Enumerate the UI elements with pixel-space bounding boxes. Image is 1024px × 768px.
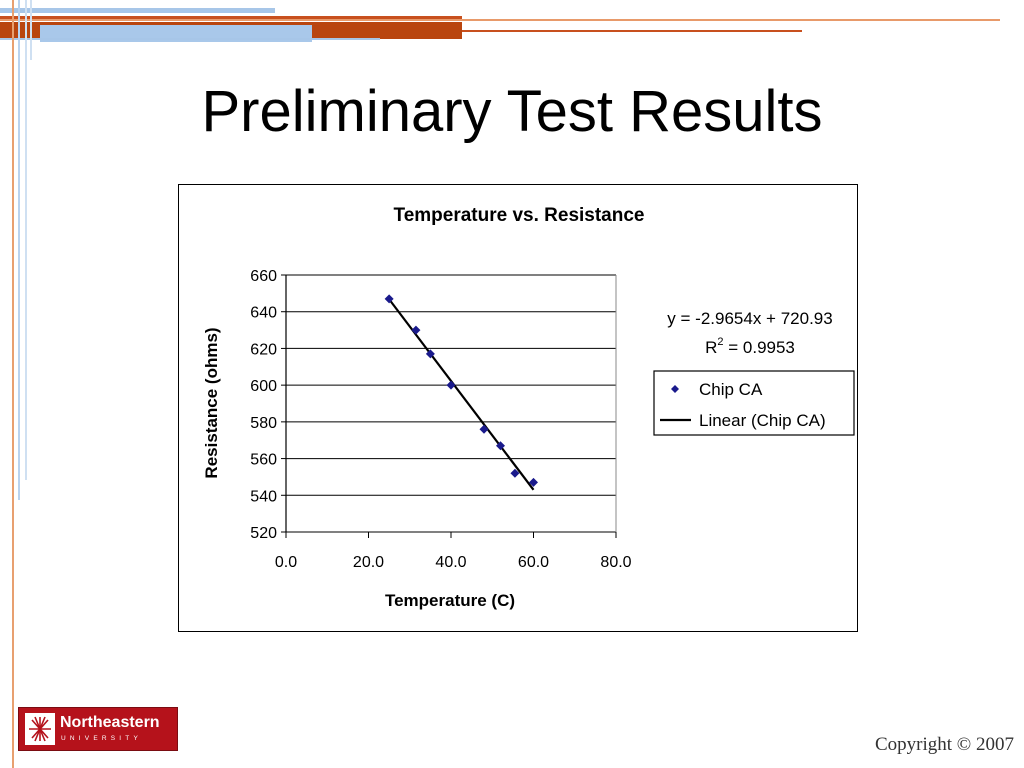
y-tick-label: 660 [250, 268, 277, 285]
chart-frame: Temperature vs. Resistance 520 540 560 580 6… [178, 184, 858, 632]
chart: Temperature vs. Resistance 520 540 560 580 6… [202, 205, 855, 610]
x-tick-label: 20.0 [353, 554, 384, 571]
data-point [510, 468, 520, 478]
data-point [425, 349, 435, 359]
data-point [496, 441, 505, 451]
data-point [529, 477, 538, 487]
y-tick-label: 640 [250, 305, 277, 322]
x-tick-label: 80.0 [600, 554, 631, 571]
logo-emblem-icon [25, 713, 55, 745]
data-point [384, 294, 394, 304]
x-tick-label: 60.0 [518, 554, 549, 571]
y-tick-label: 560 [250, 452, 277, 469]
logo-subtitle: UNIVERSITY [61, 735, 143, 742]
legend: Chip CA Linear (Chip CA) [653, 370, 855, 436]
x-tick-label: 40.0 [435, 554, 466, 571]
y-tick-label: 600 [250, 378, 277, 395]
data-point [411, 325, 421, 335]
legend-label-linear: Linear (Chip CA) [699, 411, 826, 430]
trendline-equation: y = -2.9654x + 720.93 [667, 309, 832, 328]
legend-marker-chip-ca [671, 385, 679, 393]
data-point [479, 424, 489, 434]
x-tick-label: 0.0 [275, 554, 297, 571]
northeastern-logo: Northeastern UNIVERSITY [18, 707, 178, 751]
data-point [446, 380, 456, 390]
plot-area: 520 540 560 580 600 620 640 660 0.0 20.0 40.0 60.0 8… [250, 268, 631, 571]
y-tick-label: 540 [250, 488, 277, 505]
r-squared: R2 = 0.9953 [705, 336, 795, 357]
trendline [388, 298, 535, 491]
copyright-notice: Copyright © 2007 [875, 734, 1014, 755]
y-axis-label: Resistance (ohms) [202, 327, 221, 478]
x-axis-label: Temperature (C) [385, 591, 515, 610]
chart-title: Temperature vs. Resistance [394, 205, 645, 226]
logo-name: Northeastern [60, 714, 160, 731]
y-tick-label: 580 [250, 415, 277, 432]
y-tick-label: 620 [250, 341, 277, 358]
y-tick-label: 520 [250, 525, 277, 542]
slide-title: Preliminary Test Results [201, 79, 823, 144]
legend-label-chip-ca: Chip CA [699, 380, 763, 399]
